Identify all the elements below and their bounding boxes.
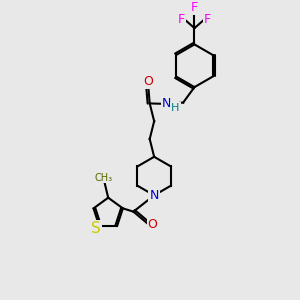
Text: F: F xyxy=(178,13,185,26)
Text: N: N xyxy=(162,97,171,110)
Text: CH₃: CH₃ xyxy=(94,172,112,182)
Text: S: S xyxy=(91,221,101,236)
Text: O: O xyxy=(148,218,158,231)
Text: F: F xyxy=(191,1,198,14)
Text: H: H xyxy=(171,103,180,112)
Text: O: O xyxy=(143,75,153,88)
Text: F: F xyxy=(204,13,211,26)
Text: N: N xyxy=(149,189,159,202)
